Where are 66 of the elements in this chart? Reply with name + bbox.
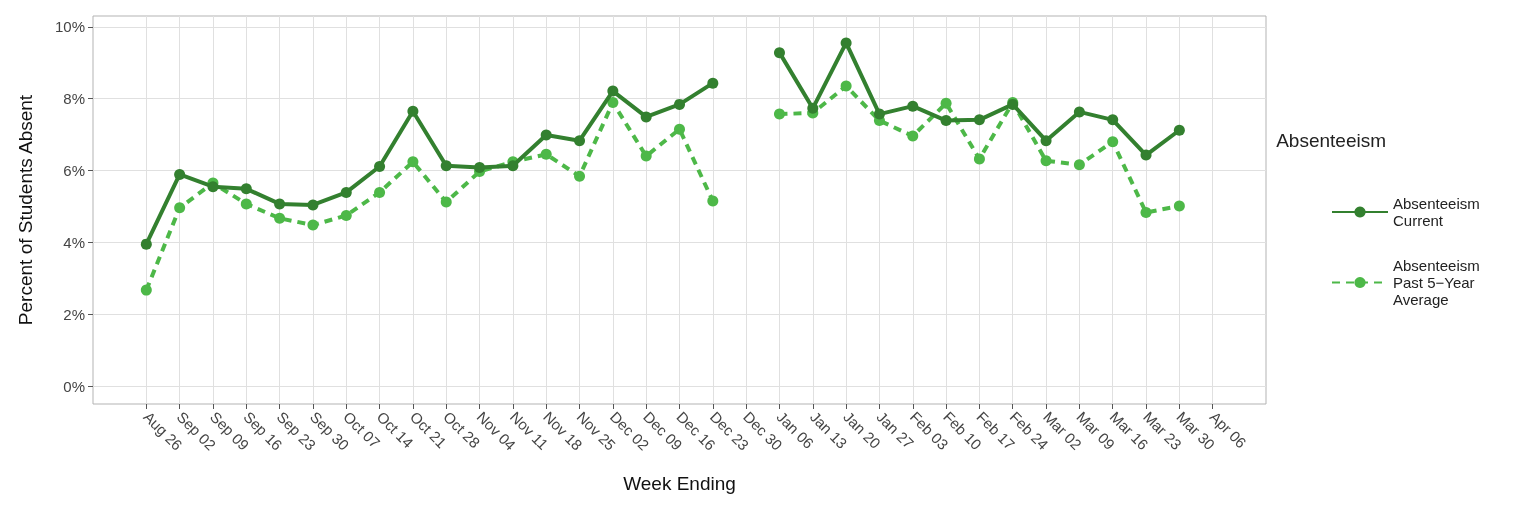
point <box>807 102 819 114</box>
point <box>307 199 319 211</box>
point <box>174 168 186 180</box>
point <box>1107 136 1119 148</box>
point <box>1173 200 1185 212</box>
point <box>973 114 985 126</box>
point <box>707 77 719 89</box>
legend-label: Absenteeism Past 5−Year Average <box>1393 257 1484 308</box>
point <box>607 97 619 109</box>
point <box>240 183 252 195</box>
point <box>1040 135 1052 147</box>
y-tick-label: 10% <box>54 18 85 36</box>
point <box>773 108 785 120</box>
point <box>540 148 552 160</box>
point <box>240 198 252 210</box>
y-axis-title: Percent of Students Absent <box>15 94 36 326</box>
y-tick-label: 0% <box>63 377 85 395</box>
point <box>1173 124 1185 136</box>
point <box>607 85 619 97</box>
point <box>140 284 152 296</box>
point <box>440 196 452 208</box>
point <box>440 160 452 172</box>
point <box>307 219 319 231</box>
point <box>140 238 152 250</box>
y-tick-label: 6% <box>63 161 85 179</box>
point <box>640 150 652 162</box>
point <box>940 115 952 127</box>
point <box>1107 114 1119 126</box>
point <box>1140 207 1152 219</box>
point <box>340 186 352 198</box>
point <box>207 181 219 193</box>
y-tick-label: 8% <box>63 90 85 108</box>
point <box>574 135 586 147</box>
point <box>973 153 985 165</box>
point <box>474 162 486 174</box>
point <box>274 198 286 210</box>
point <box>640 111 652 123</box>
point <box>840 80 852 92</box>
point <box>907 100 919 112</box>
point <box>873 108 885 120</box>
point <box>340 209 352 221</box>
point <box>507 160 519 172</box>
point <box>274 212 286 224</box>
point <box>674 98 685 110</box>
point <box>407 156 419 168</box>
y-tick-label: 2% <box>63 305 85 323</box>
point <box>407 105 419 117</box>
point <box>1040 155 1052 167</box>
point <box>840 37 852 49</box>
point <box>1140 149 1152 161</box>
legend-title: Absenteeism <box>1276 130 1387 151</box>
point <box>174 202 186 214</box>
x-axis-title: Week Ending <box>623 473 736 494</box>
point <box>574 170 586 182</box>
point <box>940 97 952 109</box>
point <box>907 130 919 142</box>
point <box>540 129 552 141</box>
point <box>374 161 386 173</box>
point <box>674 123 685 135</box>
y-tick-label: 4% <box>63 233 85 251</box>
point <box>707 195 719 207</box>
point <box>1073 106 1085 118</box>
point <box>773 47 785 59</box>
point <box>1073 159 1085 171</box>
point <box>374 186 386 198</box>
legend-label: Absenteeism Current <box>1393 195 1484 229</box>
